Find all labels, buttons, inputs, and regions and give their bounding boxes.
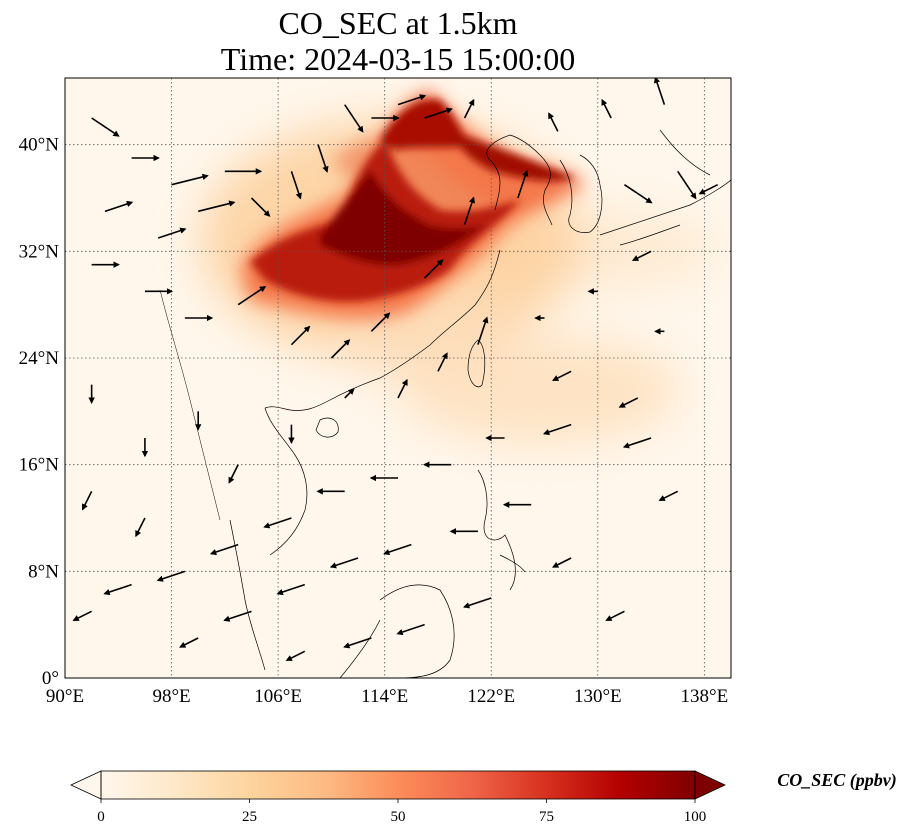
colorbar-tick-label: 25	[242, 809, 257, 825]
bohai-coast	[486, 134, 553, 226]
wind-arrow	[658, 490, 679, 502]
wind-arrow	[477, 316, 489, 345]
wind-arrow	[317, 144, 329, 173]
wind-arrow	[237, 285, 267, 306]
wind-arrow	[517, 169, 529, 199]
wind-arrow	[198, 200, 236, 213]
wind-arrow	[463, 196, 476, 225]
wind-arrow	[344, 388, 355, 399]
colorbar: 0 25 50 75 100 CO_SEC (ppbv)	[70, 770, 897, 825]
wind-arrow	[677, 170, 697, 200]
wind-arrow	[290, 171, 302, 200]
colorbar-extend-min	[70, 770, 102, 800]
wind-arrow	[91, 117, 120, 137]
colorbar-tick-label: 100	[684, 809, 707, 825]
wind-arrow	[228, 464, 239, 484]
wind-arrow	[424, 107, 453, 119]
colorbar-ticks: 0 25 50 75 100	[97, 799, 706, 825]
colorbar-label: CO_SEC (ppbv)	[777, 770, 897, 791]
wind-arrow	[397, 94, 427, 106]
latitude-tick-labels: 0° 8°N 16°N 24°N 32°N 40°N	[19, 135, 60, 689]
wind-arrow	[330, 339, 351, 359]
lon-tick-label: 90°E	[46, 686, 84, 707]
china-coast	[264, 249, 501, 411]
wind-arrow	[223, 610, 252, 622]
wind-vectors	[72, 78, 719, 662]
wind-arrow	[209, 543, 239, 556]
wind-arrow	[631, 250, 652, 262]
colorbar-tick-label: 50	[391, 809, 406, 825]
wind-arrow	[179, 637, 199, 648]
wind-arrow	[653, 78, 666, 105]
wind-arrow	[344, 104, 364, 133]
lat-tick-label: 0°	[42, 668, 59, 689]
korea-coast	[559, 154, 603, 233]
wind-arrow	[618, 397, 639, 408]
wind-arrow	[103, 583, 132, 596]
wind-arrow	[250, 197, 271, 217]
lon-tick-label: 114°E	[361, 686, 408, 707]
map-time: Time: 2024-03-15 15:00:00	[220, 41, 576, 77]
wind-arrow	[343, 637, 372, 649]
wind-arrow	[370, 312, 391, 332]
wind-arrow	[72, 610, 92, 622]
colorbar-extend-max	[694, 770, 726, 800]
map-title: CO_SEC at 1.5km	[278, 5, 518, 41]
wind-arrow	[622, 437, 652, 449]
wind-arrow	[698, 183, 719, 195]
colorbar-tick-label: 75	[539, 809, 554, 825]
map-frame	[64, 77, 732, 679]
map-panel	[64, 77, 732, 679]
wind-arrow	[156, 570, 186, 582]
wind-arrow	[157, 227, 187, 239]
japan-coast	[599, 129, 731, 246]
wind-arrow	[290, 325, 311, 346]
lat-tick-label: 8°N	[28, 561, 59, 582]
wind-arrow	[383, 543, 412, 556]
wind-arrow	[104, 200, 134, 213]
hainan	[315, 417, 339, 438]
wind-arrow	[171, 173, 209, 186]
wind-arrow	[276, 583, 306, 596]
wind-arrow	[424, 259, 444, 279]
lat-tick-label: 16°N	[19, 455, 60, 476]
wind-arrow	[601, 98, 612, 119]
lat-tick-label: 24°N	[19, 348, 60, 369]
lat-tick-label: 32°N	[19, 241, 60, 262]
wind-arrow	[463, 597, 492, 609]
wind-arrow	[397, 378, 408, 399]
wind-arrow	[542, 423, 572, 436]
colorbar-tick-label: 0	[97, 809, 105, 825]
wind-arrow	[605, 610, 625, 622]
lon-tick-label: 106°E	[254, 686, 302, 707]
colorbar-body	[101, 771, 695, 799]
longitude-tick-labels: 90°E 98°E 106°E 114°E 122°E 130°E 138°E	[46, 686, 728, 707]
wind-arrow	[463, 98, 475, 119]
vietnam-coast	[264, 407, 308, 556]
lat-tick-label: 40°N	[19, 135, 60, 156]
wind-arrow	[623, 184, 653, 204]
lon-tick-label: 122°E	[467, 686, 515, 707]
wind-arrow	[396, 623, 425, 636]
taiwan	[467, 339, 486, 388]
wind-arrow	[81, 490, 93, 511]
lon-tick-label: 138°E	[681, 686, 729, 707]
coastlines	[159, 129, 731, 678]
lon-tick-label: 130°E	[574, 686, 622, 707]
malay-coast	[229, 519, 266, 671]
wind-arrow	[552, 557, 572, 568]
borneo	[339, 584, 455, 678]
plume-core	[250, 99, 575, 302]
wind-arrow	[263, 517, 292, 529]
philippines	[477, 469, 526, 591]
wind-arrow	[285, 650, 306, 662]
myanmar-border	[159, 289, 221, 521]
wind-arrow	[135, 517, 146, 538]
wind-arrow	[548, 112, 559, 132]
lon-tick-label: 98°E	[152, 686, 190, 707]
wind-arrow	[329, 557, 359, 569]
wind-arrow	[552, 370, 572, 382]
wind-arrow	[437, 352, 448, 372]
